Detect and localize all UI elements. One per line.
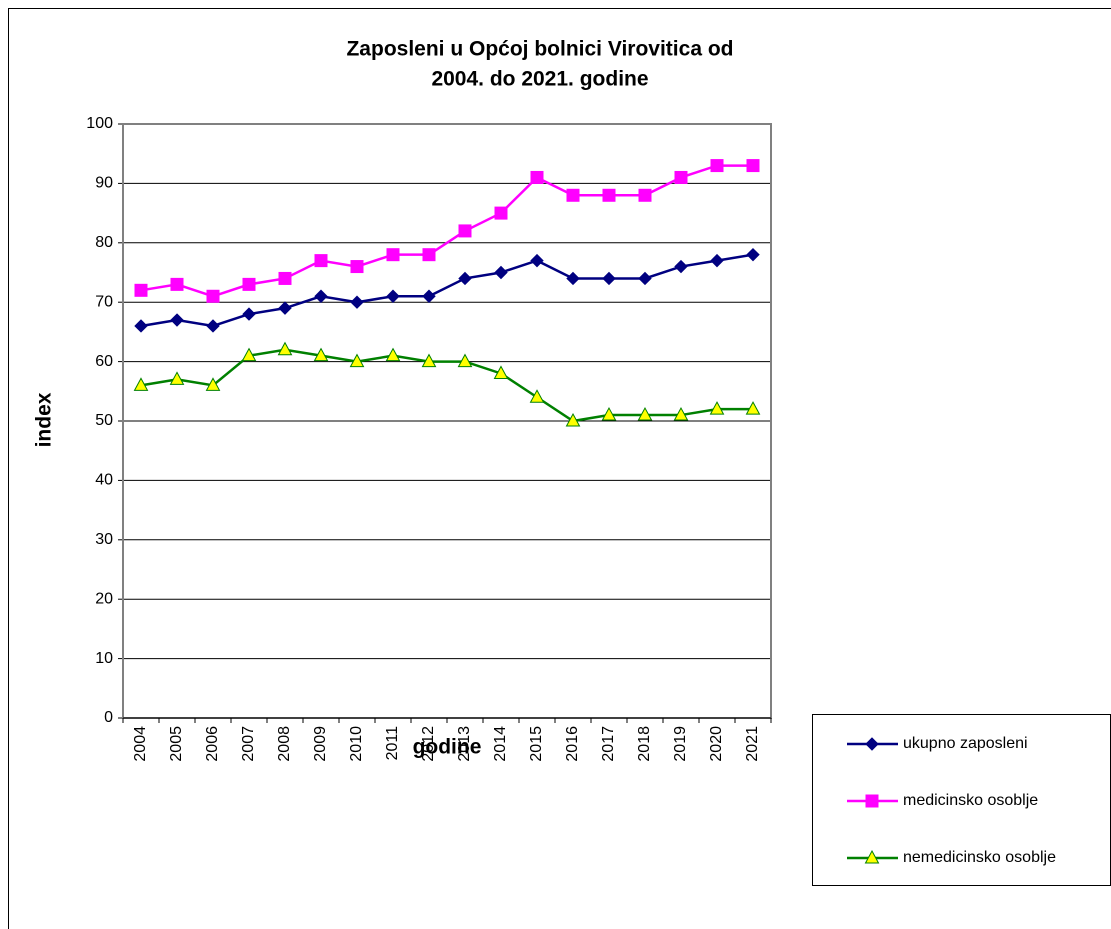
marker bbox=[457, 353, 473, 368]
x-tick-label: 2009 bbox=[312, 726, 329, 762]
marker bbox=[710, 253, 724, 268]
marker bbox=[205, 377, 221, 391]
x-tick-label: 2005 bbox=[168, 726, 185, 762]
marker bbox=[277, 341, 293, 356]
marker bbox=[385, 347, 401, 362]
marker bbox=[602, 188, 616, 202]
x-tick-label: 2018 bbox=[636, 726, 653, 762]
marker bbox=[745, 401, 761, 415]
marker bbox=[638, 188, 652, 202]
marker bbox=[278, 301, 292, 315]
marker bbox=[422, 289, 436, 303]
marker bbox=[638, 271, 652, 286]
y-tick-label: 90 bbox=[95, 175, 113, 192]
marker bbox=[386, 248, 400, 262]
marker bbox=[673, 407, 689, 421]
y-tick-label: 40 bbox=[95, 472, 113, 489]
marker bbox=[566, 188, 580, 202]
x-tick-label: 2011 bbox=[384, 726, 401, 761]
y-tick-label: 70 bbox=[95, 293, 113, 310]
marker bbox=[530, 170, 544, 184]
marker bbox=[314, 254, 328, 268]
y-tick-label: 50 bbox=[95, 412, 113, 429]
marker bbox=[865, 794, 879, 808]
x-tick-label: 2012 bbox=[420, 726, 437, 762]
marker bbox=[349, 353, 365, 368]
marker bbox=[746, 159, 760, 173]
y-tick-label: 10 bbox=[95, 650, 113, 667]
marker bbox=[565, 412, 581, 427]
legend-label: nemedicinsko osoblje bbox=[903, 849, 1056, 866]
marker bbox=[386, 289, 400, 303]
x-tick-label: 2016 bbox=[564, 726, 581, 762]
x-tick-label: 2013 bbox=[456, 726, 473, 762]
marker bbox=[746, 247, 760, 262]
marker bbox=[674, 170, 688, 184]
chart-title: 2004. do 2021. godine bbox=[431, 68, 648, 91]
marker bbox=[458, 224, 472, 238]
marker bbox=[494, 265, 508, 280]
y-tick-label: 0 bbox=[104, 709, 113, 726]
marker bbox=[242, 277, 256, 291]
marker bbox=[422, 248, 436, 262]
marker bbox=[241, 347, 257, 362]
x-tick-label: 2008 bbox=[276, 726, 293, 762]
marker bbox=[313, 347, 329, 362]
marker bbox=[566, 271, 580, 286]
marker bbox=[133, 377, 149, 391]
series-line bbox=[140, 164, 753, 298]
marker bbox=[206, 319, 220, 333]
marker bbox=[709, 401, 725, 415]
y-tick-label: 80 bbox=[95, 234, 113, 251]
marker bbox=[674, 259, 688, 274]
marker bbox=[637, 407, 653, 421]
legend-label: medicinsko osoblje bbox=[903, 792, 1038, 809]
x-tick-label: 2019 bbox=[672, 726, 689, 762]
x-tick-label: 2020 bbox=[708, 726, 725, 762]
x-tick-label: 2007 bbox=[240, 726, 257, 762]
marker bbox=[421, 353, 437, 368]
x-tick-label: 2017 bbox=[600, 726, 617, 762]
chart-title: Zaposleni u Općoj bolnici Virovitica od bbox=[346, 38, 733, 61]
marker bbox=[170, 313, 184, 327]
series-line bbox=[140, 253, 754, 328]
marker bbox=[350, 295, 364, 309]
marker bbox=[134, 283, 148, 297]
marker bbox=[458, 271, 472, 286]
x-tick-label: 2014 bbox=[492, 726, 509, 762]
frame bbox=[8, 8, 1111, 929]
marker bbox=[314, 289, 328, 303]
marker bbox=[169, 371, 185, 385]
y-tick-label: 100 bbox=[86, 115, 113, 132]
x-axis-title: godine bbox=[413, 736, 482, 759]
marker bbox=[206, 289, 220, 303]
marker bbox=[350, 260, 364, 274]
marker bbox=[529, 389, 545, 403]
marker bbox=[530, 253, 544, 268]
marker bbox=[601, 407, 617, 421]
marker bbox=[710, 159, 724, 173]
y-axis-title: index bbox=[33, 392, 56, 447]
marker bbox=[494, 206, 508, 220]
marker bbox=[864, 849, 880, 864]
marker bbox=[278, 271, 292, 285]
marker bbox=[602, 271, 616, 286]
y-tick-label: 20 bbox=[95, 590, 113, 607]
x-tick-label: 2004 bbox=[132, 726, 149, 762]
x-tick-label: 2010 bbox=[348, 726, 365, 762]
marker bbox=[242, 307, 256, 321]
y-tick-label: 30 bbox=[95, 531, 113, 548]
marker bbox=[493, 365, 509, 379]
legend-label: ukupno zaposleni bbox=[903, 735, 1028, 752]
x-tick-label: 2015 bbox=[528, 726, 545, 762]
x-tick-label: 2021 bbox=[744, 726, 761, 762]
y-tick-label: 60 bbox=[95, 353, 113, 370]
x-tick-label: 2006 bbox=[204, 726, 221, 762]
marker bbox=[134, 319, 148, 333]
series-line bbox=[140, 348, 753, 423]
marker bbox=[865, 737, 879, 751]
marker bbox=[170, 277, 184, 291]
